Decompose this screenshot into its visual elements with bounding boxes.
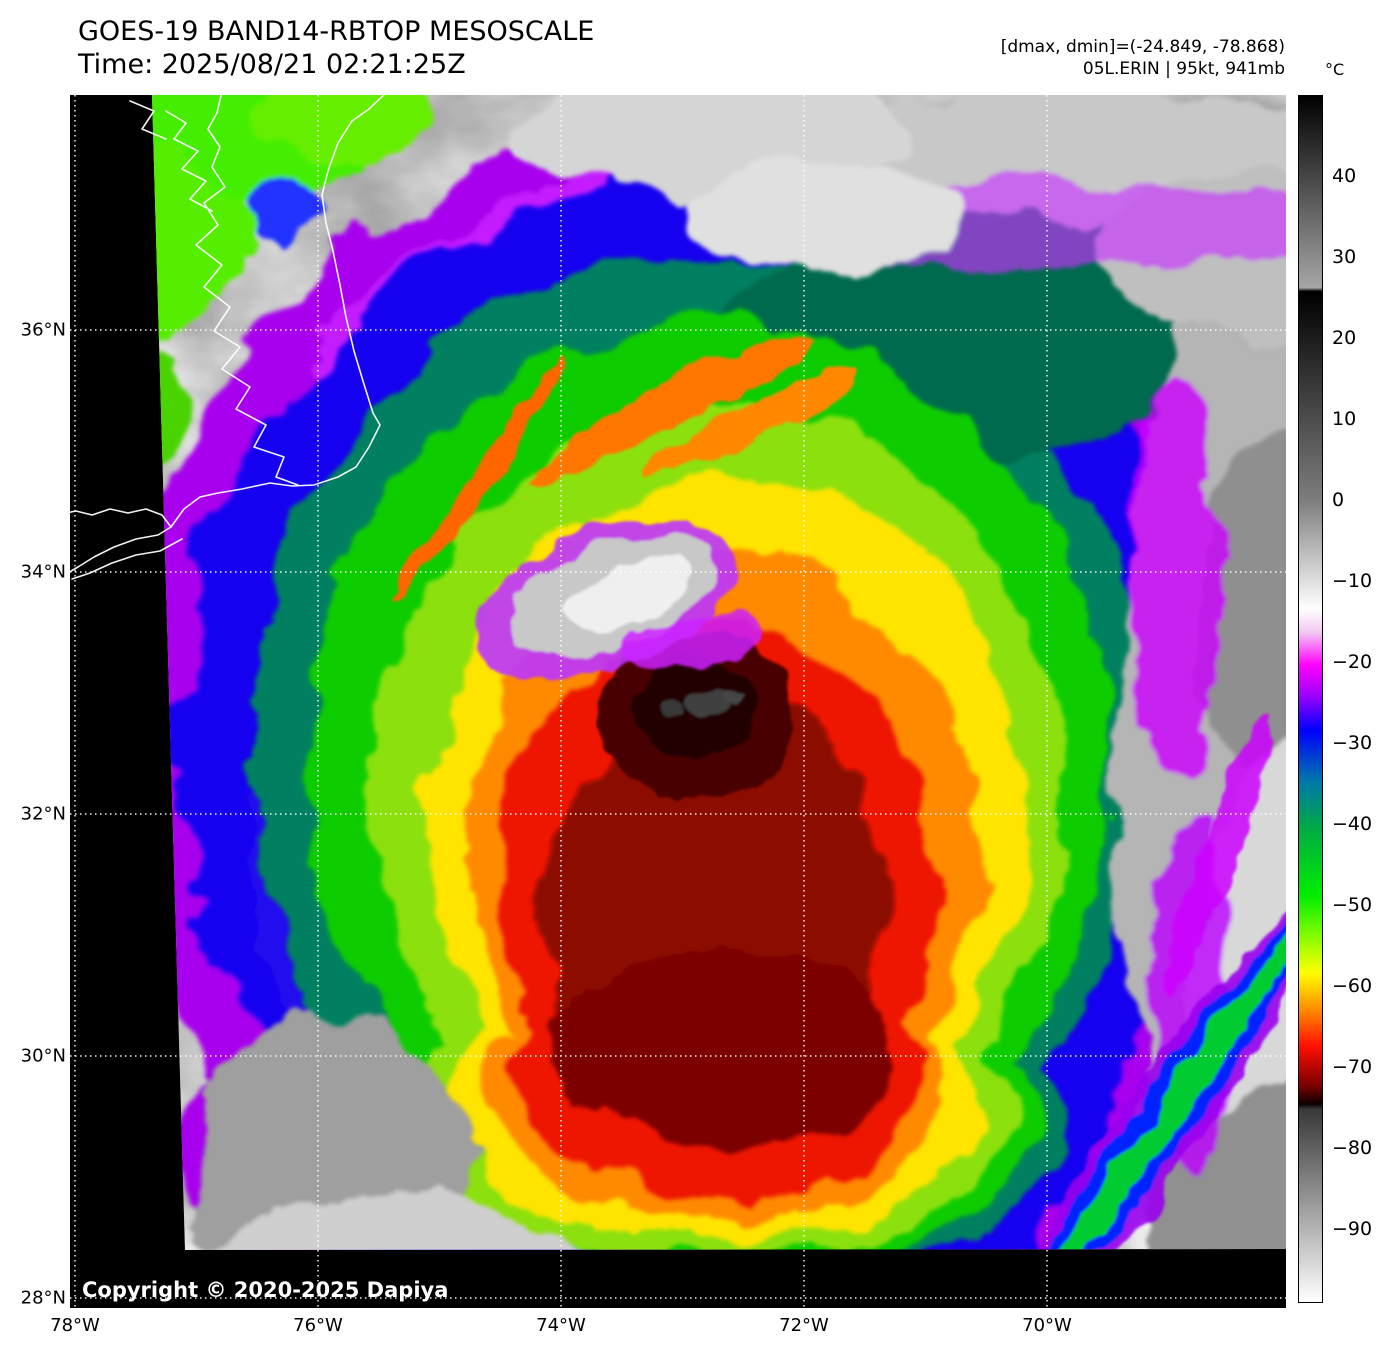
lon-label: 72°W bbox=[779, 1315, 829, 1336]
colorbar-tick: −30 bbox=[1332, 732, 1373, 754]
lat-label: 28°N bbox=[20, 1287, 66, 1309]
transverse-orange-bands bbox=[393, 332, 860, 604]
storm-info: 05L.ERIN | 95kt, 941mb bbox=[1082, 59, 1285, 80]
gray-clouds-southwest bbox=[190, 1015, 600, 1250]
gridlines bbox=[70, 95, 1286, 1308]
lat-label: 32°N bbox=[20, 803, 66, 825]
colorbar-tick: −70 bbox=[1332, 1056, 1373, 1078]
colorbar-tick: −10 bbox=[1332, 570, 1373, 592]
colorbar-tick: 0 bbox=[1332, 489, 1345, 511]
colorbar-unit-label: °C bbox=[1325, 60, 1345, 79]
hurricane-eye bbox=[597, 630, 797, 800]
warm-intrusion-nw bbox=[475, 519, 760, 681]
colorbar-tick: −90 bbox=[1332, 1218, 1373, 1240]
colorbar-tick: 20 bbox=[1332, 327, 1357, 349]
lat-label: 34°N bbox=[20, 561, 66, 583]
data-swath bbox=[152, 95, 1286, 1250]
satellite-scene: Copyright © 2020-2025 Dapiya bbox=[70, 95, 1286, 1308]
meta-block: [dmax, dmin]=(-24.849, -78.868) 05L.ERIN… bbox=[1001, 36, 1285, 80]
lon-label: 70°W bbox=[1022, 1315, 1072, 1336]
dmax-dmin-readout: [dmax, dmin]=(-24.849, -78.868) bbox=[1000, 37, 1285, 57]
satellite-map: Copyright © 2020-2025 Dapiya bbox=[70, 95, 1286, 1308]
lon-label: 74°W bbox=[536, 1315, 586, 1336]
colorbar-tick: −50 bbox=[1332, 894, 1373, 916]
lat-label: 36°N bbox=[20, 319, 66, 341]
title-block: GOES-19 BAND14-RBTOP MESOSCALE Time: 202… bbox=[78, 16, 594, 82]
colorbar-tick: −40 bbox=[1332, 813, 1373, 835]
colorbar-tick: 10 bbox=[1332, 408, 1357, 430]
colorbar-tick: 40 bbox=[1332, 165, 1357, 187]
dark-red-cdo bbox=[545, 690, 892, 1150]
colorbar-gradient bbox=[1298, 95, 1323, 1303]
lat-label: 30°N bbox=[20, 1045, 66, 1067]
colorbar-tick: −80 bbox=[1332, 1137, 1373, 1159]
outflow-band-southeast bbox=[1006, 713, 1286, 1250]
coastline bbox=[70, 95, 385, 580]
colorbar-tick: −60 bbox=[1332, 975, 1373, 997]
lon-label: 76°W bbox=[293, 1315, 343, 1336]
timestamp: Time: 2025/08/21 02:21:25Z bbox=[78, 48, 466, 80]
lon-label: 78°W bbox=[50, 1315, 100, 1336]
colorbar-tick: −20 bbox=[1332, 651, 1373, 673]
copyright-text: Copyright © 2020-2025 Dapiya bbox=[82, 1278, 448, 1302]
page-title: GOES-19 BAND14-RBTOP MESOSCALE bbox=[78, 16, 595, 47]
gray-clouds-north bbox=[510, 95, 1286, 335]
colorbar-tick: 30 bbox=[1332, 246, 1357, 268]
